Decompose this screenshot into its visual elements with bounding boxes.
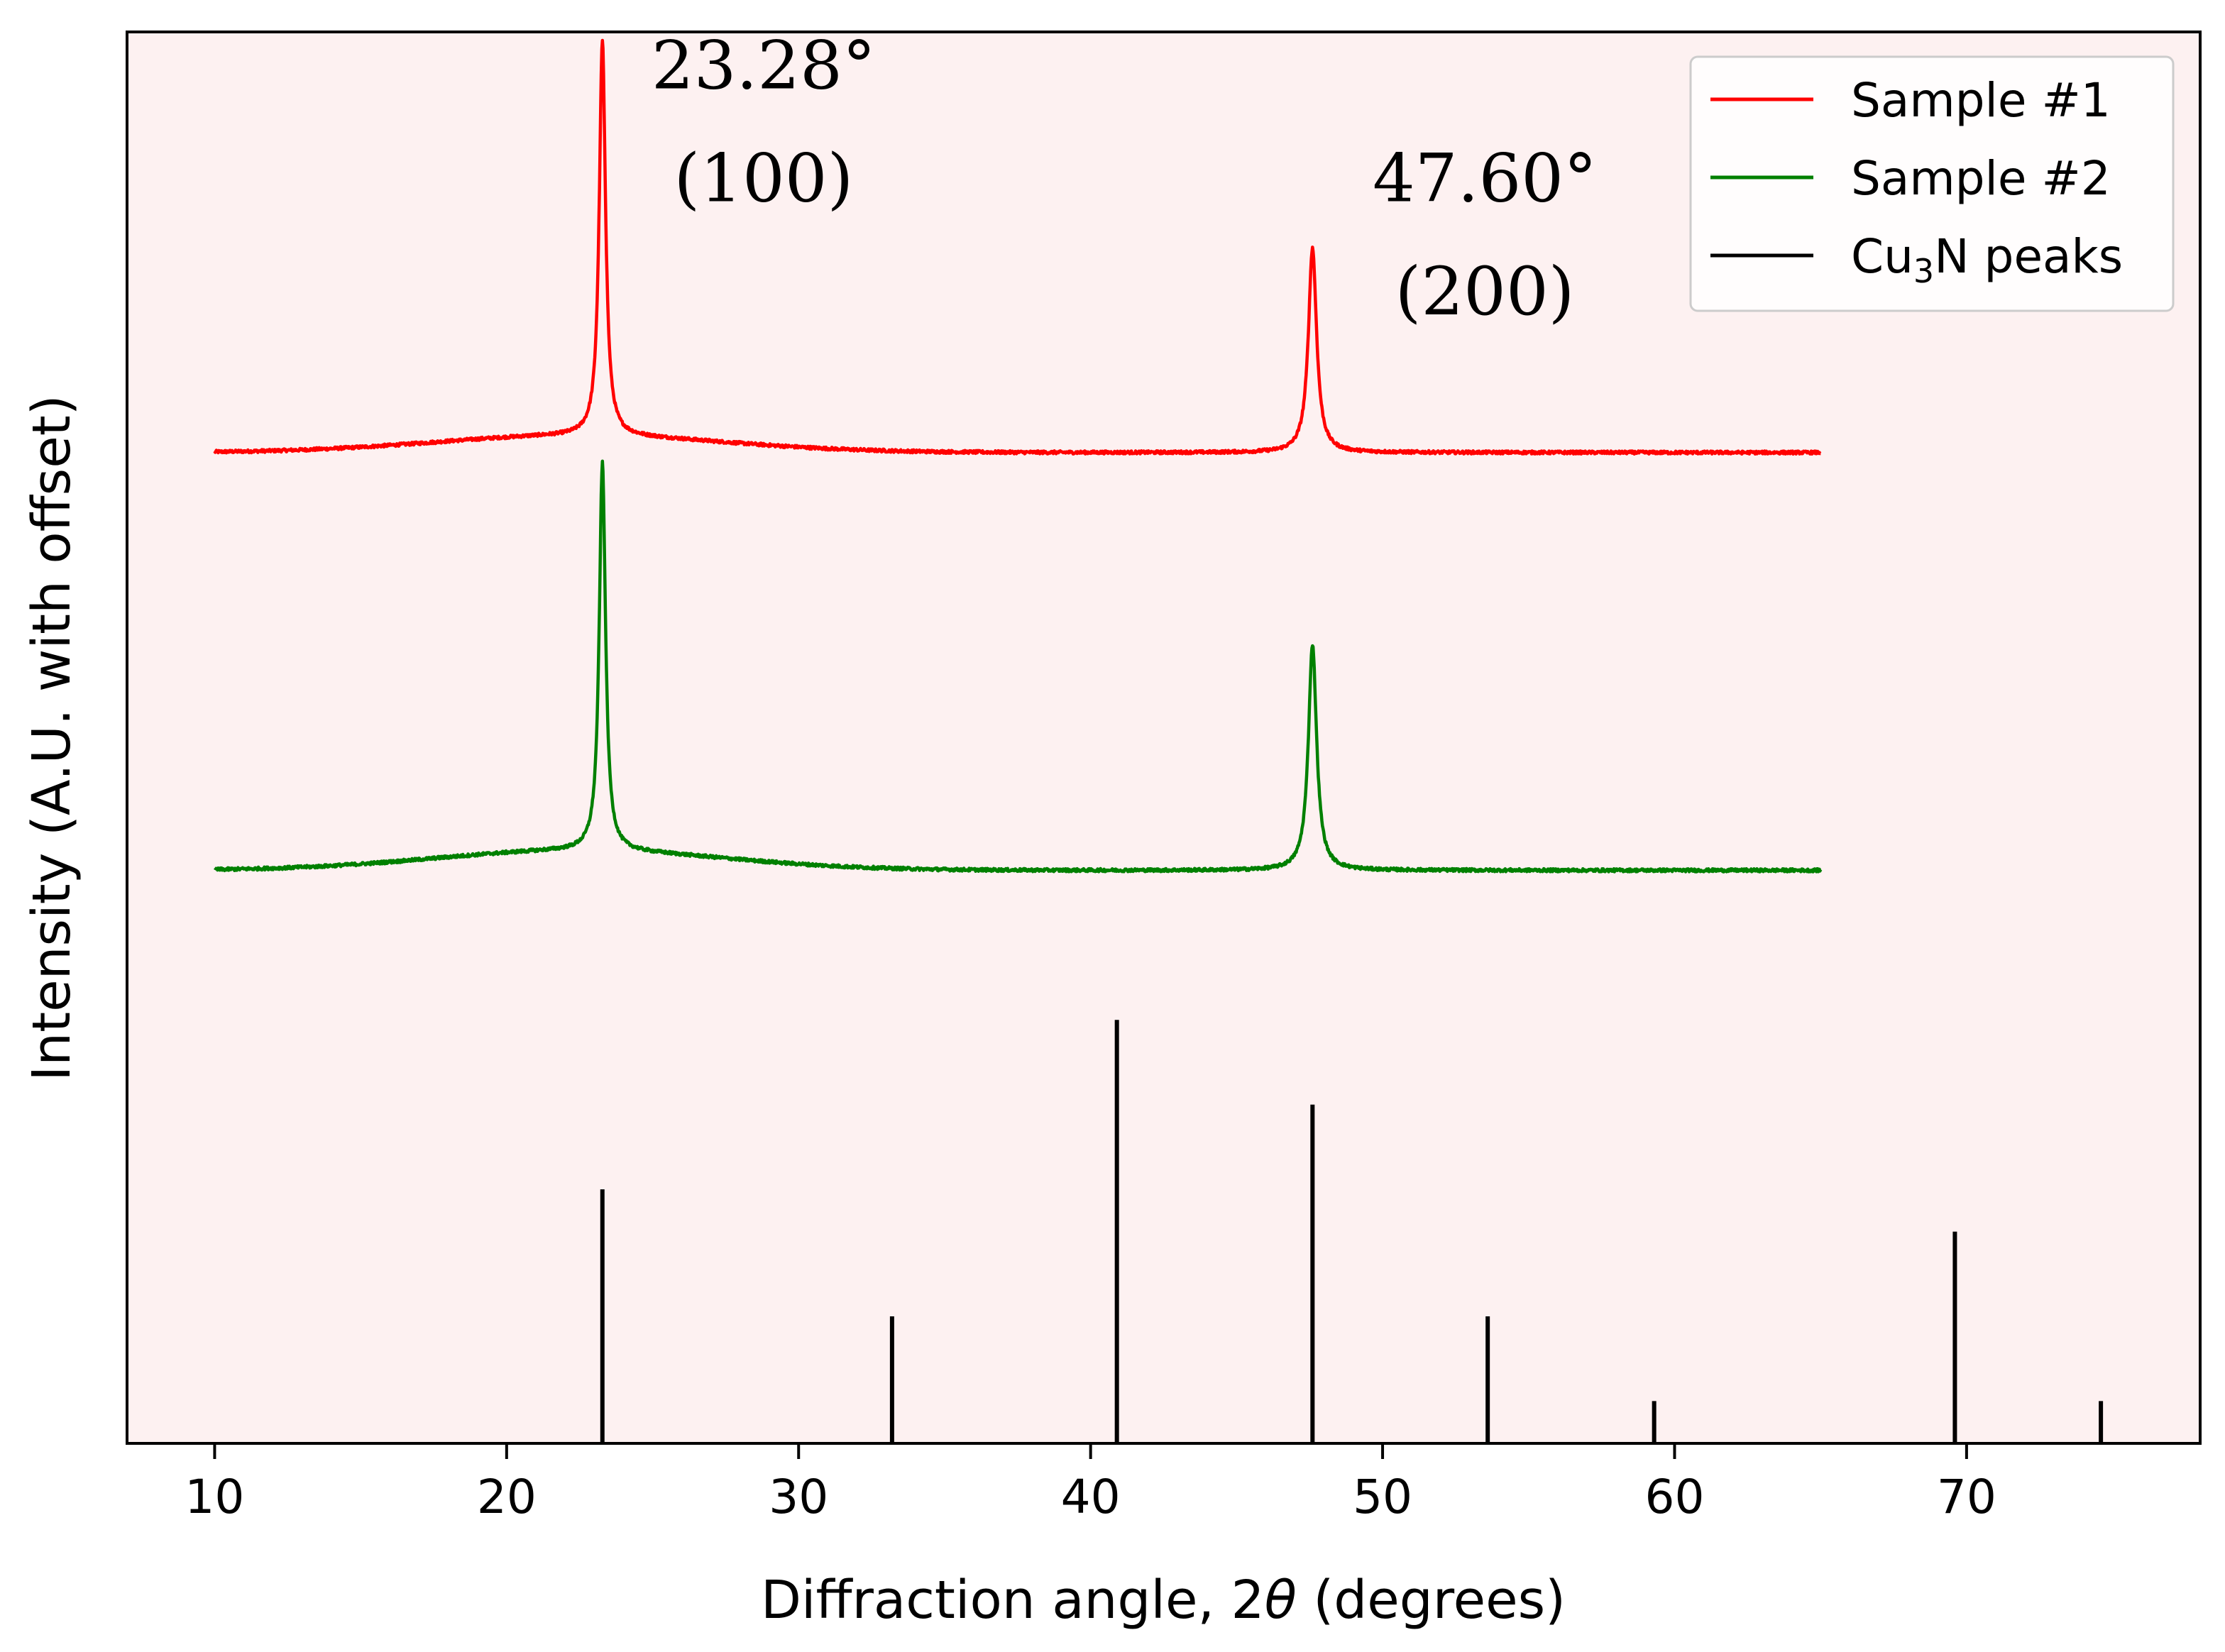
x-tick-label: 60 (1644, 1470, 1704, 1524)
series-line-2 (213, 459, 1823, 874)
y-axis-label: Intensity (A.U. with offset) (21, 395, 82, 1081)
x-tick-label: 30 (769, 1470, 828, 1524)
peak-annotation: (200) (1395, 253, 1575, 331)
legend-label: Sample #2 (1851, 151, 2111, 206)
x-tick-label: 20 (477, 1470, 537, 1524)
peak-annotation: (100) (674, 141, 853, 218)
x-tick-label: 40 (1061, 1470, 1121, 1524)
plot-frame (126, 31, 2202, 1445)
legend-label: Cu3N peaks (1851, 229, 2123, 290)
legend-box (1689, 55, 2175, 312)
peak-annotation: 23.28° (652, 28, 876, 105)
series-line-1 (213, 38, 1822, 456)
x-tick-label: 70 (1937, 1470, 1996, 1524)
x-tick-label: 10 (185, 1470, 244, 1524)
x-axis-label: Diffraction angle, 2θ (degrees) (761, 1570, 1566, 1631)
legend: Sample #1 Sample #2 Cu3N peaks (1689, 55, 2175, 312)
series-layer (213, 38, 2104, 1443)
x-tick-label: 50 (1353, 1470, 1412, 1524)
annotations: 23.28° (100) 47.60° (200) (652, 28, 1597, 331)
peak-annotation: 47.60° (1373, 141, 1597, 218)
x-axis-ticks: 10 20 30 40 50 60 70 (185, 1443, 1996, 1524)
legend-label: Sample #1 (1851, 73, 2111, 128)
